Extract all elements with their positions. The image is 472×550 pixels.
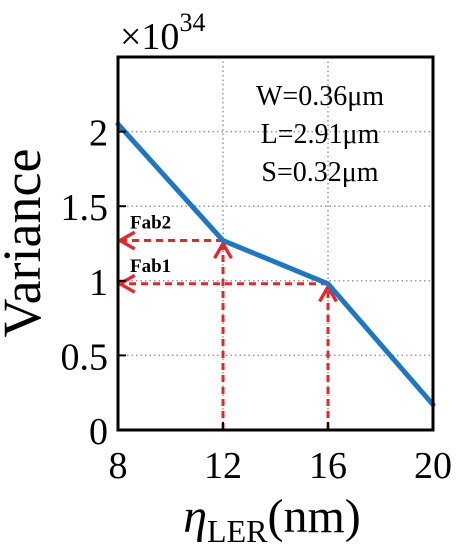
x-axis-label: ηLER(nm): [183, 490, 361, 549]
data-point-0-2: [325, 281, 331, 287]
x-tick-label-0: 8: [109, 445, 128, 487]
y-axis-label: Variance: [0, 149, 52, 338]
x-tick-label-2: 16: [309, 445, 347, 487]
y-tick-label-0: 0: [89, 411, 108, 453]
annotation-line-length: L=2.91μm: [261, 119, 380, 150]
marker-guides: Fab2 Fab1: [116, 213, 338, 430]
x-tick-label-1: 12: [204, 445, 242, 487]
marker-label-fab2: Fab2: [130, 213, 171, 234]
y-tick-label-4: 2: [89, 113, 108, 155]
x-axis-label-unit: (nm): [267, 490, 360, 543]
y-tick-label-2: 1: [89, 262, 108, 304]
annotation-line-width: W=0.36μm: [256, 81, 384, 112]
y-tick-label-3: 1.5: [61, 187, 109, 229]
annotation-line-spacing: S=0.32μm: [261, 157, 378, 188]
x-tick-label-3: 20: [414, 445, 452, 487]
x-axis-label-symbol: η: [183, 490, 207, 543]
y-axis-multiplier: ×1034: [120, 8, 205, 58]
axis-ticks: 8 12 16 20 0 0.5 1 1.5 2: [61, 113, 453, 487]
x-axis-label-subscript: LER: [207, 513, 268, 549]
data-point-0-1: [220, 238, 226, 244]
marker-label-fab1: Fab1: [130, 256, 171, 277]
plot-frame: [116, 55, 435, 432]
annotation-block: W=0.36μm L=2.91μm S=0.32μm: [256, 81, 384, 188]
series-line-0: [115, 121, 436, 408]
grid-lines: [118, 57, 433, 430]
y-tick-label-1: 0.5: [61, 336, 109, 378]
